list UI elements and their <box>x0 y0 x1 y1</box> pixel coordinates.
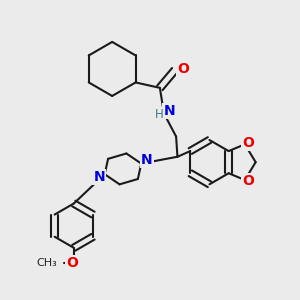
Text: CH₃: CH₃ <box>37 259 58 269</box>
Text: N: N <box>94 170 105 184</box>
Text: N: N <box>164 104 175 118</box>
Text: O: O <box>177 62 189 76</box>
Text: O: O <box>66 256 78 271</box>
Text: O: O <box>242 136 254 150</box>
Text: O: O <box>242 174 254 188</box>
Text: N: N <box>141 153 152 167</box>
Text: H: H <box>155 108 164 121</box>
